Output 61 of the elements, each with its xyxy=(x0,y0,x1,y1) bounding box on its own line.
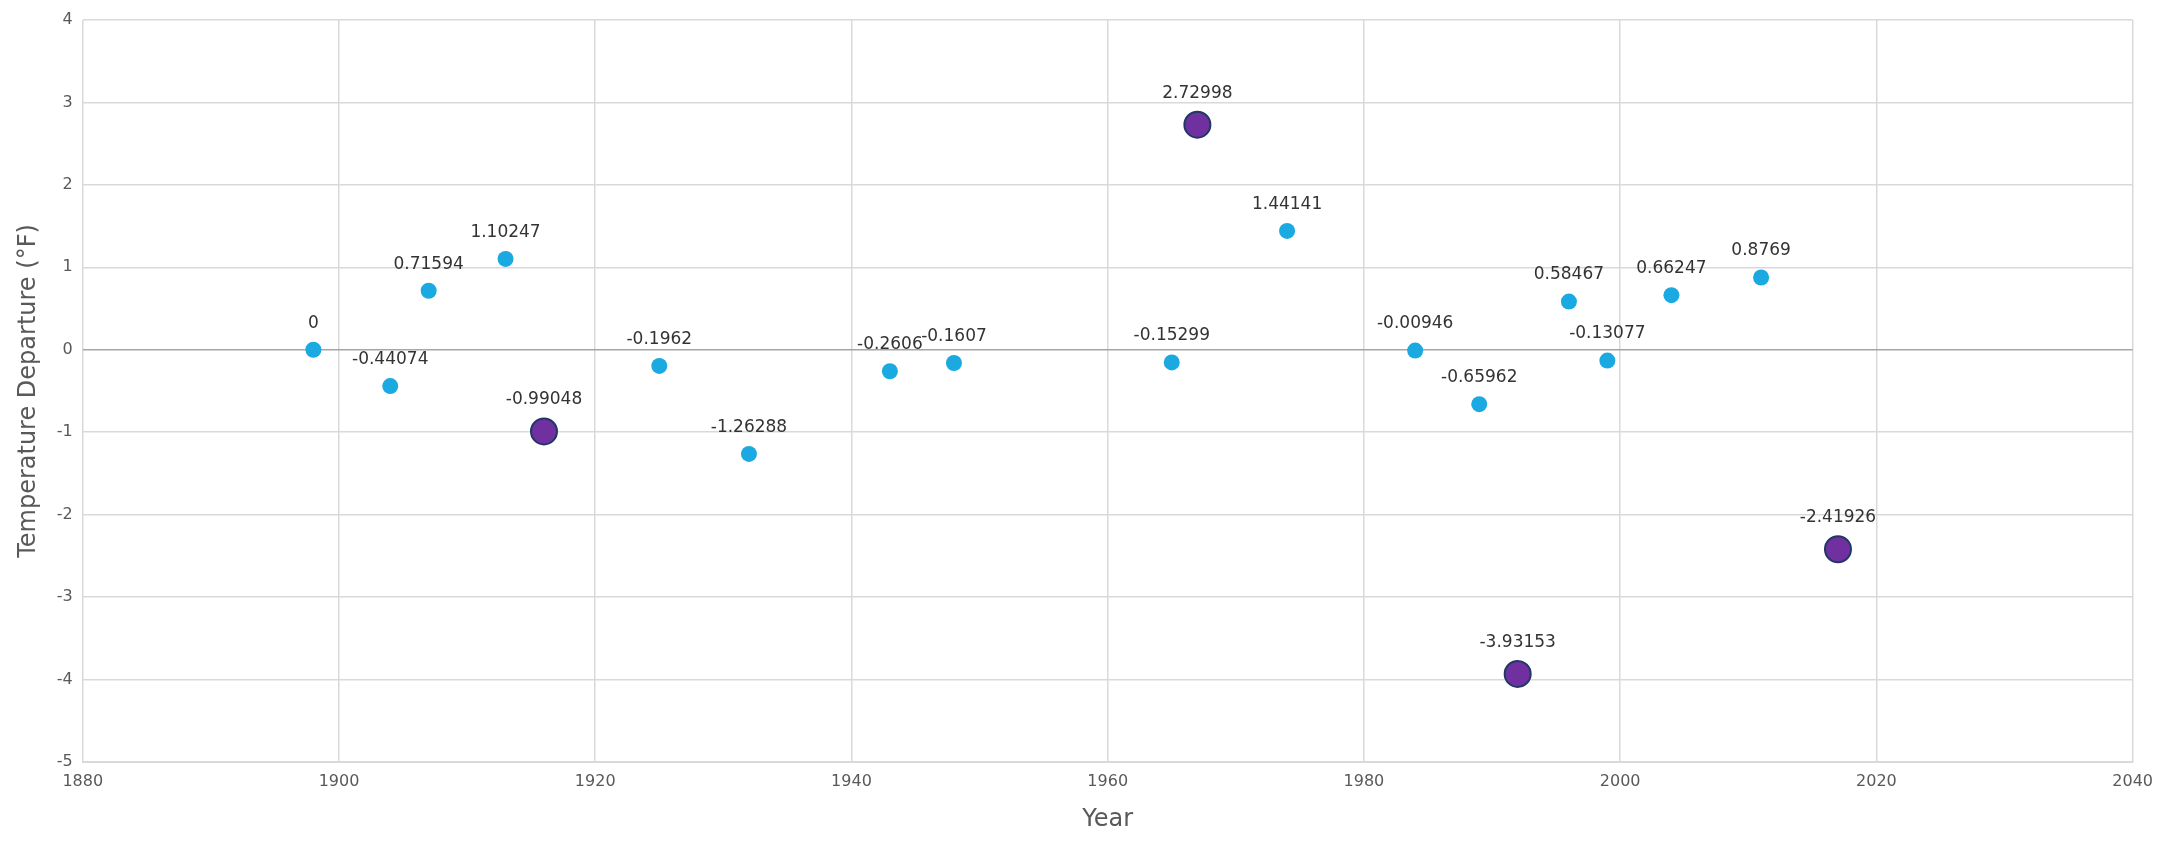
y-tick-label: -1 xyxy=(56,421,73,441)
x-tick-label: 1940 xyxy=(831,770,872,790)
data-label: 1.10247 xyxy=(470,220,541,241)
y-tick-label: 0 xyxy=(62,338,73,358)
data-label: -0.1962 xyxy=(626,327,693,348)
x-tick-label: 1900 xyxy=(318,770,360,790)
point xyxy=(1503,659,1532,688)
data-label: 0 xyxy=(307,311,319,332)
data-label: 1.44141 xyxy=(1251,192,1323,213)
y-tick-label: 4 xyxy=(62,9,73,29)
point xyxy=(382,378,399,395)
point xyxy=(1560,293,1577,310)
point xyxy=(1183,110,1212,139)
point xyxy=(1823,535,1852,564)
data-label: -0.99048 xyxy=(505,388,583,409)
data-label: -0.00946 xyxy=(1376,312,1454,333)
y-tick-label: 3 xyxy=(62,91,73,111)
point xyxy=(1663,287,1680,304)
point xyxy=(305,341,322,358)
point xyxy=(529,417,558,446)
x-tick-label: 2000 xyxy=(1599,770,1641,790)
point xyxy=(881,363,898,380)
data-label: 0.71594 xyxy=(393,252,464,273)
x-tick-label: 1980 xyxy=(1343,770,1385,790)
x-tick-label: 1920 xyxy=(574,770,616,790)
x-tick-label: 2020 xyxy=(1856,770,1897,790)
y-tick-label: -5 xyxy=(56,751,73,771)
data-label: -0.2606 xyxy=(857,333,923,354)
point xyxy=(1279,222,1296,239)
y-tick-label: 1 xyxy=(62,256,73,276)
point xyxy=(1163,354,1180,371)
data-label: 0.66247 xyxy=(1636,257,1707,278)
y-tick-label: -2 xyxy=(56,503,73,523)
x-tick-label: 1880 xyxy=(62,770,104,790)
data-label: 0.8769 xyxy=(1731,239,1791,260)
point xyxy=(740,445,757,462)
y-tick-label: -3 xyxy=(56,586,73,606)
point xyxy=(1753,269,1770,286)
point xyxy=(1471,396,1488,413)
x-axis-title: Year xyxy=(1081,803,1134,832)
data-label: 0.58467 xyxy=(1533,263,1605,284)
data-label: -0.44074 xyxy=(352,348,429,369)
data-label: -2.41926 xyxy=(1799,506,1877,527)
y-tick-label: 2 xyxy=(62,174,73,194)
data-label: -0.1607 xyxy=(921,324,987,345)
y-tick-label: -4 xyxy=(56,668,73,688)
point xyxy=(1407,342,1424,359)
data-label: -0.13077 xyxy=(1569,322,1646,343)
point xyxy=(945,355,962,372)
point xyxy=(420,282,437,299)
data-label: 2.72998 xyxy=(1162,81,1233,102)
point xyxy=(497,250,514,267)
x-tick-label: 1960 xyxy=(1087,770,1129,790)
y-axis-title: Temperature Departure (°F) xyxy=(12,224,41,559)
x-tick-label: 2040 xyxy=(2112,770,2153,790)
data-label: -0.15299 xyxy=(1133,324,1210,345)
data-label: -0.65962 xyxy=(1441,366,1518,387)
point xyxy=(1599,352,1616,369)
point xyxy=(651,357,668,374)
data-label: -1.26288 xyxy=(710,415,788,436)
data-label: -3.93153 xyxy=(1479,630,1556,651)
